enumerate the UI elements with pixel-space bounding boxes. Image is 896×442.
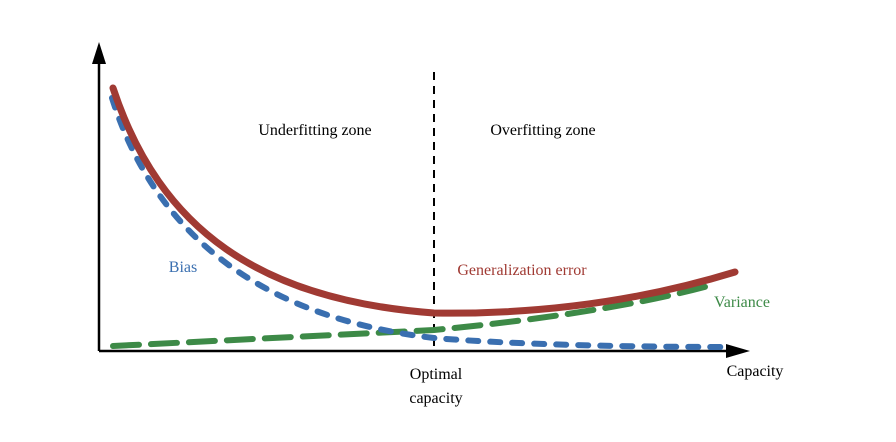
variance-curve	[110, 282, 715, 349]
x-axis-label: Capacity	[726, 363, 784, 380]
overfitting-label: Overfitting zone	[490, 122, 596, 139]
generalization-error-curve	[109, 84, 739, 317]
generalization-error-label: Generalization error	[457, 262, 587, 279]
y-axis-arrow	[92, 42, 106, 64]
variance-label: Variance	[714, 294, 770, 311]
bias-label: Bias	[168, 259, 198, 276]
underfitting-label: Underfitting zone	[258, 122, 372, 139]
bias-curve	[109, 95, 728, 350]
optimal-capacity-label: Optimal capacity	[409, 366, 463, 407]
x-axis-arrow	[726, 344, 750, 358]
